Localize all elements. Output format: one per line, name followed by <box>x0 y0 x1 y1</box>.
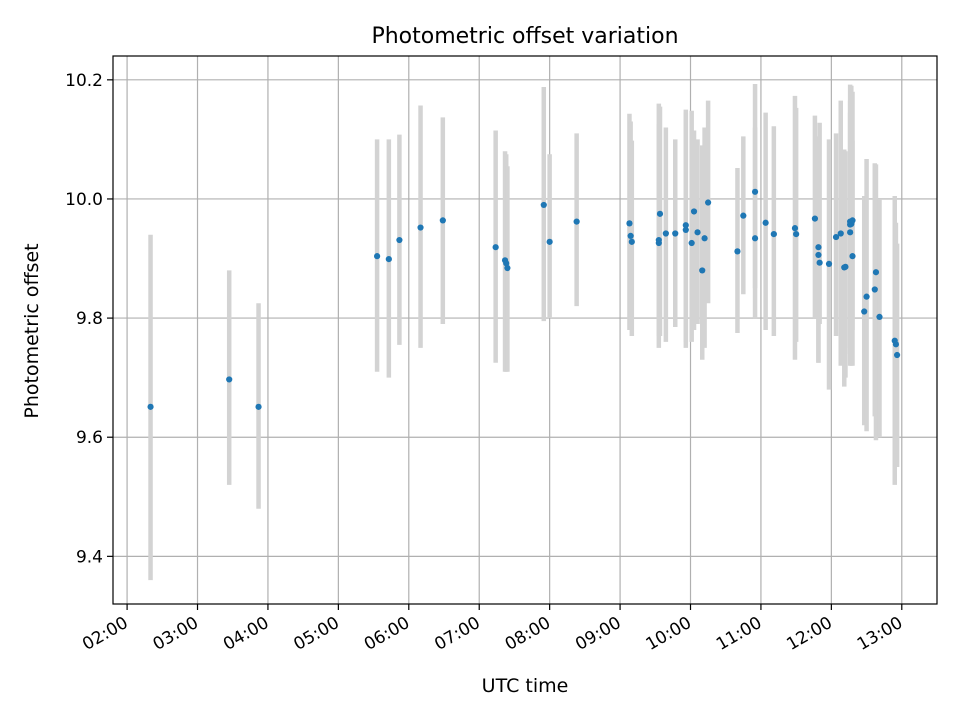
data-point <box>492 244 499 251</box>
data-point <box>842 263 849 270</box>
data-point <box>656 210 664 217</box>
chart-title: Photometric offset variation <box>371 24 678 49</box>
data-point <box>688 239 695 247</box>
data-point <box>815 251 822 259</box>
data-point <box>385 256 392 263</box>
data-point <box>694 229 701 236</box>
data-point <box>861 308 868 315</box>
data-point <box>849 253 856 260</box>
data-point <box>626 220 633 227</box>
data-point <box>740 212 747 219</box>
data-point <box>655 236 662 244</box>
data-point <box>682 222 689 229</box>
data-point <box>573 218 580 225</box>
data-point <box>863 293 870 300</box>
data-point <box>226 376 233 383</box>
data-point <box>504 264 511 272</box>
data-point <box>147 403 154 410</box>
plot-frame <box>112 55 938 605</box>
data-point <box>876 313 883 320</box>
grid <box>113 56 937 604</box>
data-point <box>417 224 424 231</box>
y-tick-label: 9.4 <box>76 547 103 567</box>
data-point <box>699 267 706 274</box>
data-point <box>628 238 635 245</box>
data-point <box>503 260 510 267</box>
data-point <box>816 259 823 266</box>
data-point <box>847 229 854 236</box>
y-tick-label: 10.0 <box>65 190 103 210</box>
data-point <box>672 230 679 237</box>
data-point <box>837 230 844 237</box>
data-point <box>791 225 799 232</box>
data-point <box>793 231 800 238</box>
data-point <box>374 253 381 260</box>
data-points <box>147 188 901 410</box>
data-point <box>892 341 900 348</box>
data-point <box>832 233 840 241</box>
data-point <box>705 199 712 206</box>
y-tick-label: 9.8 <box>76 309 103 329</box>
data-point <box>893 351 901 359</box>
data-point <box>849 217 856 224</box>
data-point <box>872 269 880 276</box>
data-point <box>540 201 547 209</box>
data-point <box>811 215 819 222</box>
x-axis-label: UTC time <box>482 675 569 697</box>
data-point <box>701 235 708 242</box>
y-tick-label: 10.2 <box>65 71 103 91</box>
data-point <box>751 235 759 242</box>
data-point <box>770 231 777 238</box>
data-point <box>627 232 634 239</box>
data-point <box>255 403 262 410</box>
data-point <box>662 230 669 237</box>
data-point <box>734 248 741 255</box>
data-point <box>396 236 403 244</box>
data-point <box>871 286 878 293</box>
data-point <box>439 217 446 224</box>
data-point <box>690 208 698 215</box>
y-axis-label: Photometric offset <box>21 243 43 418</box>
data-point <box>546 238 553 245</box>
data-point <box>751 188 759 195</box>
y-tick-label: 9.6 <box>76 428 103 448</box>
data-point <box>762 219 769 226</box>
data-point <box>682 226 689 234</box>
data-point <box>825 260 833 267</box>
data-point <box>815 244 822 251</box>
